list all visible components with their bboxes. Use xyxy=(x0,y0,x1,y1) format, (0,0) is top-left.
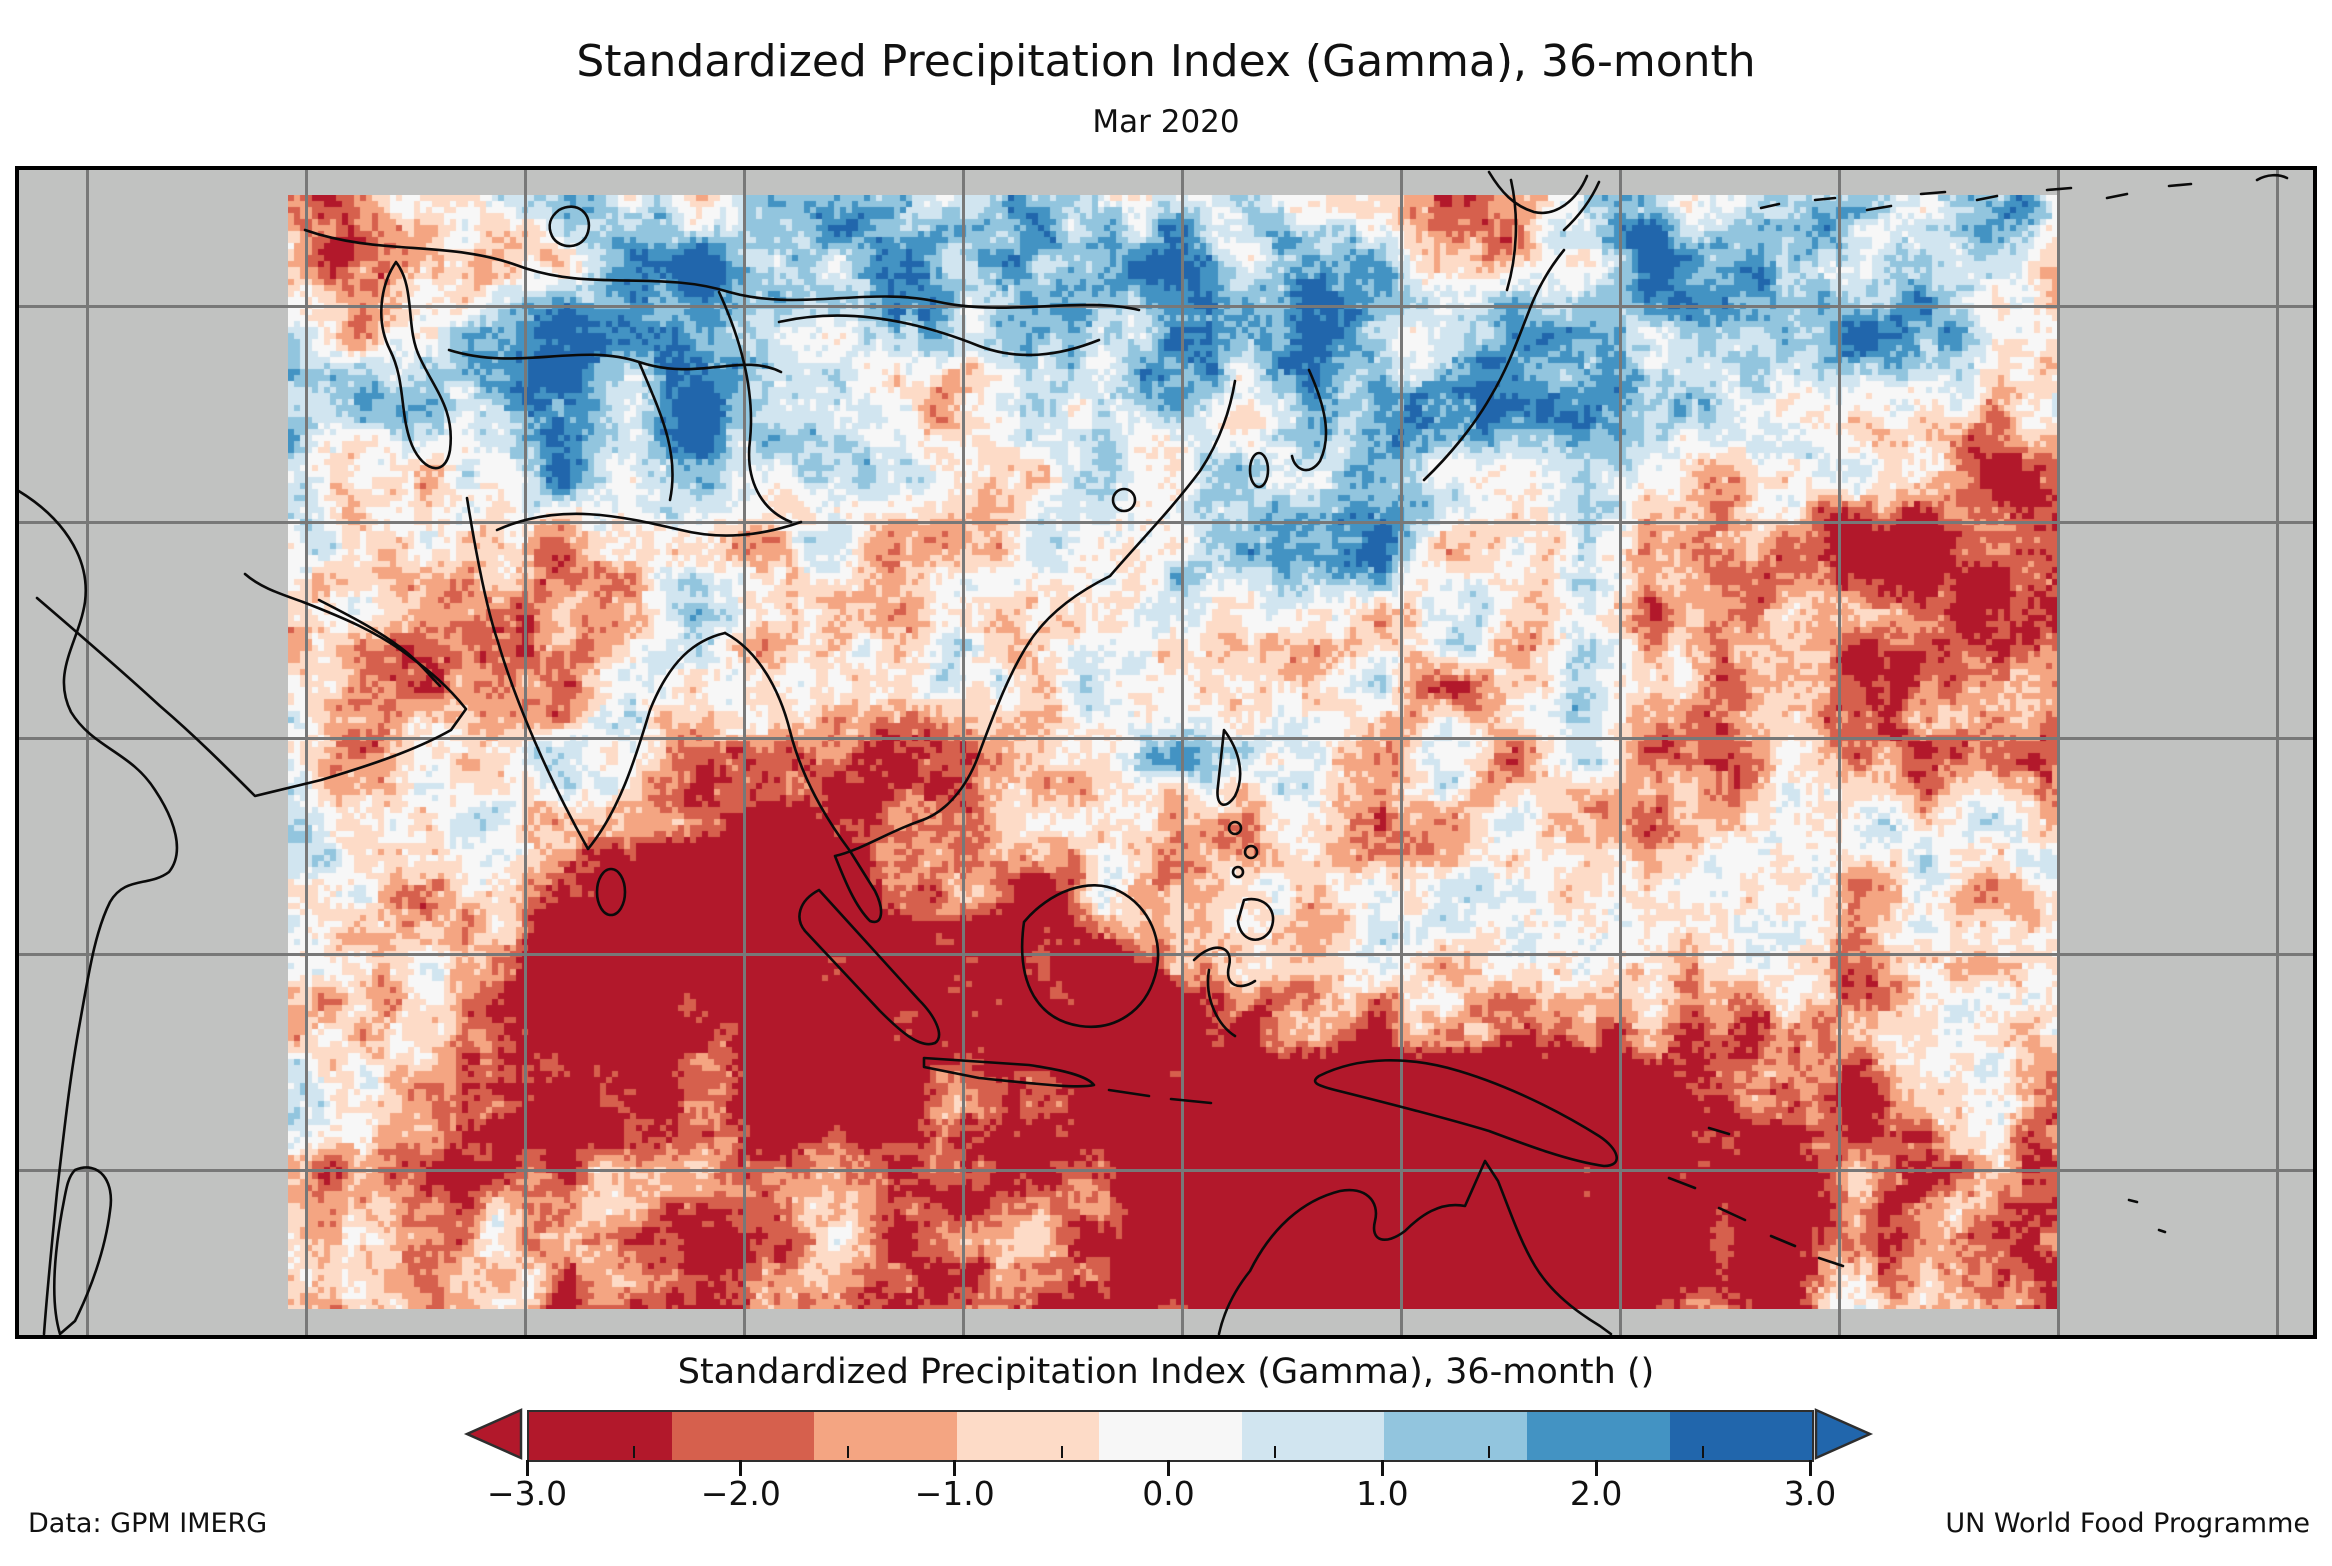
colorbar-segment xyxy=(1099,1412,1242,1460)
meridian-gridline xyxy=(1618,170,1622,1335)
colorbar-minor-tick xyxy=(1488,1446,1491,1458)
colorbar-extend-left-arrow-icon xyxy=(463,1408,523,1460)
coastline-australia xyxy=(1217,1159,1613,1335)
colorbar-tick-label: −1.0 xyxy=(914,1474,995,1513)
coastline-borneo xyxy=(1020,884,1160,1029)
meridian-gridline xyxy=(85,170,89,1335)
meridian-gridline xyxy=(2275,170,2279,1335)
colorbar-segment xyxy=(1384,1412,1527,1460)
colorbar-major-tick xyxy=(1380,1460,1384,1476)
colorbar-tick-label: 3.0 xyxy=(1783,1474,1837,1513)
coastline-taiwan xyxy=(1248,451,1270,489)
coastline-visayas-1 xyxy=(1227,820,1243,836)
meridian-gridline xyxy=(1837,170,1841,1335)
colorbar-segment xyxy=(1669,1412,1813,1460)
coastline-sri-lanka xyxy=(595,867,627,917)
coastlines-overlay xyxy=(19,170,2289,1335)
coastline-melanesia xyxy=(1667,1126,2167,1268)
coastline-se-asia xyxy=(723,379,1237,924)
colorbar-tick-label: −3.0 xyxy=(486,1474,568,1513)
footer-data-source: Data: GPM IMERG xyxy=(28,1508,268,1539)
colorbar-major-tick xyxy=(525,1460,529,1476)
colorbar-tick-label: 0.0 xyxy=(1142,1474,1195,1513)
colorbar-tick-label: 2.0 xyxy=(1569,1474,1623,1513)
meridian-gridline xyxy=(1180,170,1184,1335)
border-central-asia xyxy=(447,348,803,537)
colorbar-minor-tick xyxy=(1702,1446,1705,1458)
colorbar-segment xyxy=(814,1412,957,1460)
coastline-korea xyxy=(1290,368,1328,472)
colorbar-title: Standardized Precipitation Index (Gamma)… xyxy=(677,1352,1655,1392)
coastline-africa xyxy=(19,489,179,1335)
colorbar-major-tick xyxy=(739,1460,743,1476)
page-title: Standardized Precipitation Index (Gamma)… xyxy=(576,36,1756,87)
meridian-gridline xyxy=(1399,170,1403,1335)
coastline-japan xyxy=(1422,178,1601,482)
colorbar-bar xyxy=(527,1410,1814,1462)
meridian-gridline xyxy=(2056,170,2060,1335)
coastline-aleutians xyxy=(1759,173,2289,212)
colorbar-minor-tick xyxy=(846,1446,849,1458)
colorbar-minor-tick xyxy=(1060,1446,1063,1458)
colorbar-segment xyxy=(1241,1412,1385,1460)
coastline-visayas-2 xyxy=(1243,844,1259,860)
colorbar-tick-label: 1.0 xyxy=(1356,1474,1409,1513)
coastline-sulawesi xyxy=(1192,946,1257,1038)
meridian-gridline xyxy=(304,170,308,1335)
spi-raster-canvas xyxy=(288,195,2058,1309)
colorbar-major-tick xyxy=(1594,1460,1598,1476)
coastline-kamchatka xyxy=(1487,170,1589,215)
coastline-india xyxy=(465,496,727,851)
map-frame xyxy=(15,166,2317,1339)
colorbar-minor-tick xyxy=(1274,1446,1277,1458)
coastline-madagascar xyxy=(53,1166,113,1335)
coastline-visayas-3 xyxy=(1231,865,1245,879)
page-subtitle: Mar 2020 xyxy=(1092,104,1240,140)
colorbar-tick-label: −2.0 xyxy=(700,1474,781,1513)
colorbar-major-tick xyxy=(1808,1460,1812,1476)
parallel-gridline xyxy=(19,952,2313,956)
coastline-persian-gulf xyxy=(317,598,442,688)
coastline-arabia xyxy=(35,572,468,798)
colorbar-segment xyxy=(671,1412,815,1460)
coastline-new-guinea xyxy=(1313,1059,1618,1168)
colorbar-extend-right-arrow-icon xyxy=(1814,1408,1874,1460)
parallel-gridline xyxy=(19,520,2313,524)
coastline-philippines xyxy=(1216,728,1275,941)
footer-attribution: UN World Food Programme xyxy=(1945,1508,2310,1539)
coastline-sumatra xyxy=(798,888,941,1046)
coastline-java xyxy=(922,1056,1213,1105)
colorbar-segment xyxy=(529,1412,672,1460)
colorbar-minor-tick xyxy=(632,1446,635,1458)
colorbar-major-tick xyxy=(953,1460,957,1476)
meridian-gridline xyxy=(523,170,527,1335)
parallel-gridline xyxy=(19,304,2313,308)
meridian-gridline xyxy=(961,170,965,1335)
colorbar-segment xyxy=(956,1412,1100,1460)
coastline-aral-sea xyxy=(548,205,591,248)
meridian-gridline xyxy=(742,170,746,1335)
colorbar-major-tick xyxy=(1167,1460,1170,1476)
parallel-gridline xyxy=(19,736,2313,740)
coastline-hainan xyxy=(1111,487,1137,513)
colorbar-segment xyxy=(1526,1412,1670,1460)
coastline-caspian-sea xyxy=(380,260,453,470)
parallel-gridline xyxy=(19,1168,2313,1172)
border-north-asia xyxy=(303,228,1141,524)
